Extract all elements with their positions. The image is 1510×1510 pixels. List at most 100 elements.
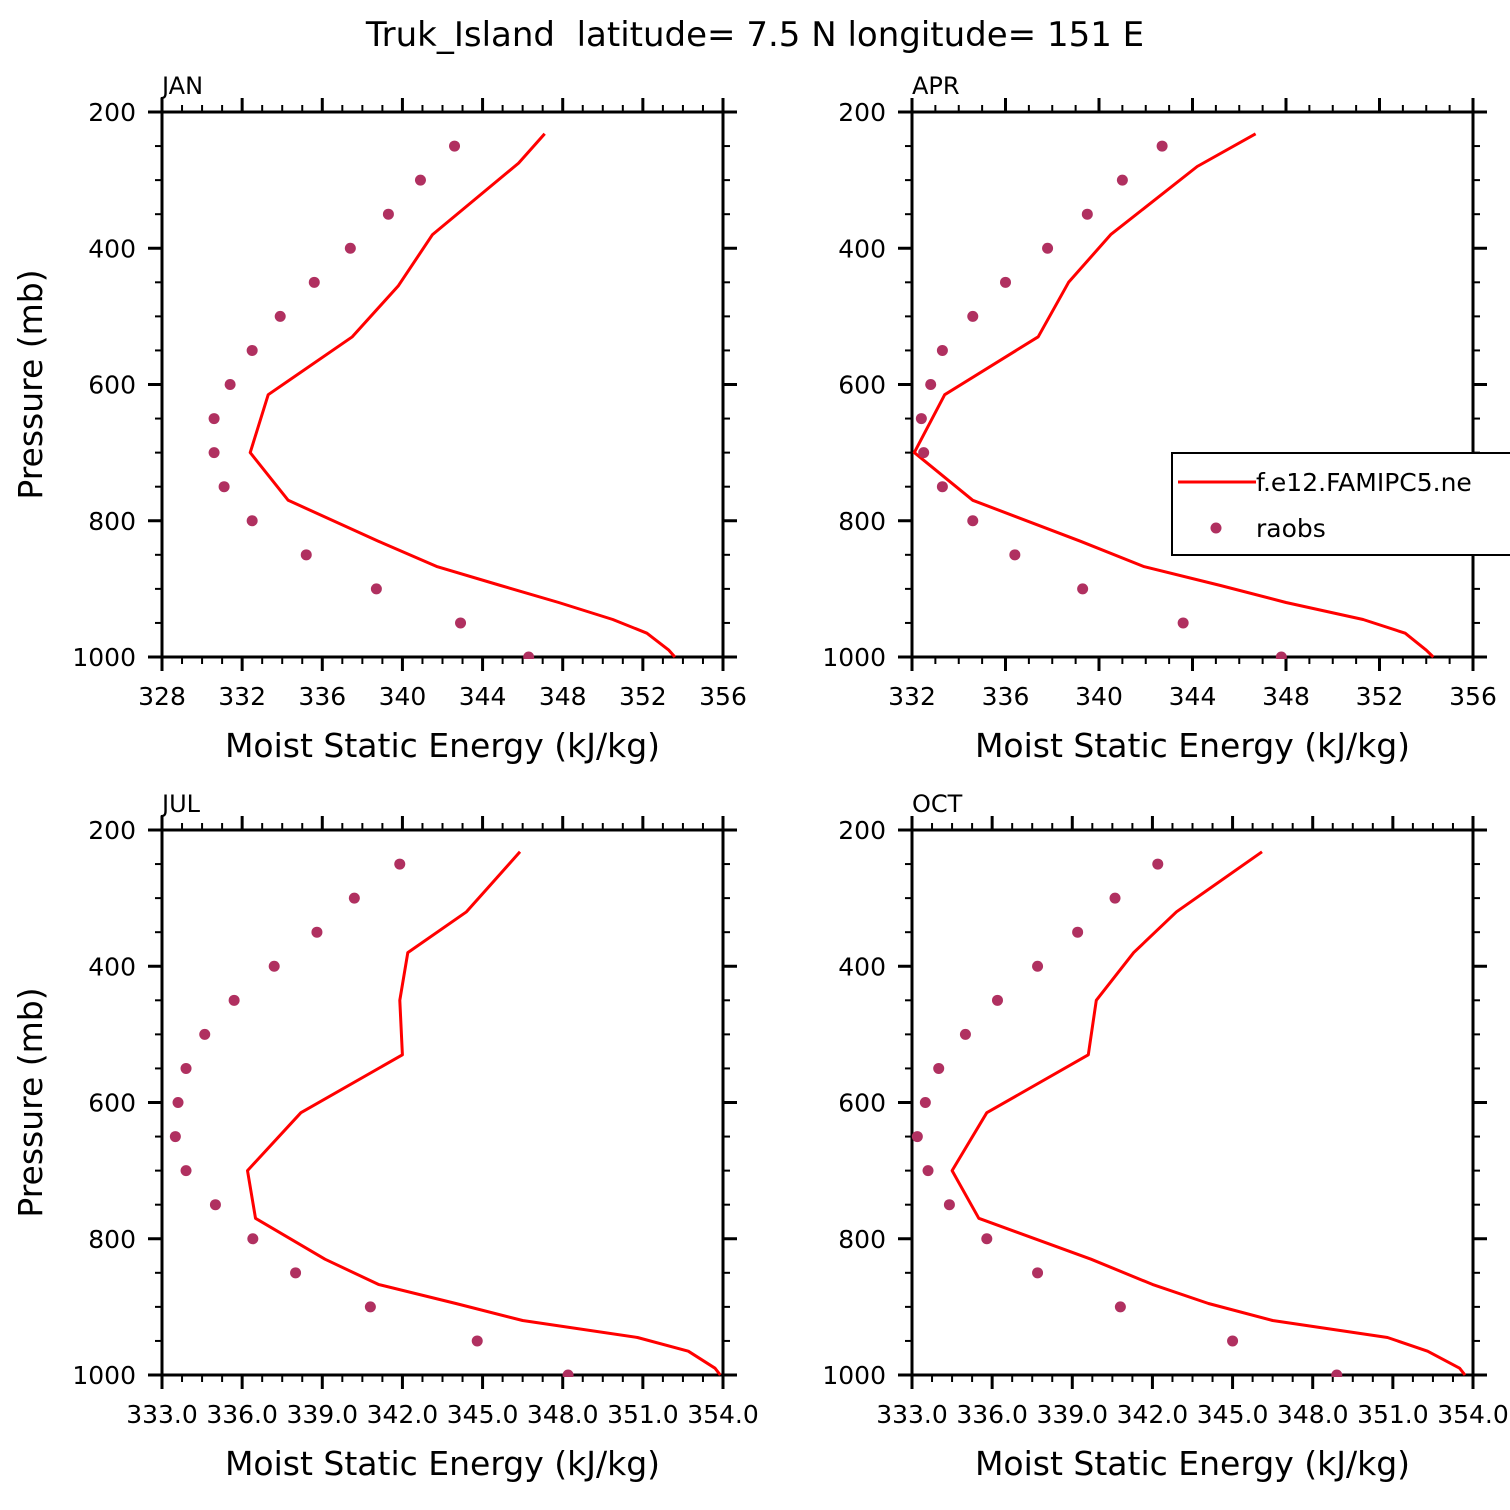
x-tick-label: 332 — [888, 682, 936, 711]
y-tick-label: 800 — [838, 1225, 886, 1254]
obs-point — [1227, 1335, 1239, 1347]
obs-point — [1042, 242, 1054, 254]
obs-point — [308, 276, 320, 288]
obs-point — [1152, 858, 1164, 870]
y-tick-label: 1000 — [822, 1361, 886, 1390]
x-tick-label: 354.0 — [1437, 1400, 1509, 1429]
obs-point — [224, 379, 236, 390]
obs-point — [382, 208, 394, 220]
x-tick-label: 336.0 — [956, 1400, 1028, 1429]
y-tick-label: 600 — [88, 371, 136, 400]
y-tick-label: 200 — [838, 816, 886, 845]
obs-point — [1000, 276, 1011, 288]
legend-box — [1171, 452, 1510, 556]
obs-point — [172, 1097, 184, 1108]
x-tick-label: 339.0 — [286, 1400, 358, 1429]
x-tick-label: 351.0 — [607, 1400, 679, 1429]
plot-frame — [910, 110, 1475, 659]
obs-point — [246, 515, 258, 527]
obs-point — [1077, 583, 1089, 595]
obs-point — [523, 651, 535, 659]
obs-point — [1331, 1369, 1343, 1377]
obs-point — [208, 413, 220, 425]
plot-area — [208, 132, 677, 659]
x-tick-label: 348 — [539, 682, 587, 711]
obs-point — [300, 549, 312, 561]
model-series-line — [248, 132, 677, 658]
obs-point — [1109, 892, 1121, 904]
obs-point — [370, 583, 382, 595]
x-tick-label: 336 — [298, 682, 346, 711]
obs-point — [364, 1301, 376, 1313]
panel-title: OCT — [912, 790, 963, 818]
obs-point — [1114, 1301, 1126, 1313]
legend-model-label: f.e12.FAMIPC5.ne — [1256, 468, 1472, 497]
y-tick-label: 400 — [838, 952, 886, 981]
x-tick-label: 348 — [1262, 682, 1310, 711]
panel-title: APR — [912, 72, 960, 100]
obs-point — [911, 1131, 923, 1143]
x-tick-label: 339.0 — [1036, 1400, 1108, 1429]
plot-frame — [160, 828, 725, 1377]
y-tick-label: 1000 — [72, 643, 136, 672]
x-tick-label: 354.0 — [687, 1400, 759, 1429]
obs-point — [1072, 926, 1084, 938]
obs-point — [209, 1199, 221, 1211]
obs-point — [348, 892, 360, 904]
x-tick-label: 348.0 — [527, 1400, 599, 1429]
x-axis-label: Moist Static Energy (kJ/kg) — [225, 1444, 660, 1483]
y-tick-label: 400 — [88, 952, 136, 981]
obs-point — [311, 926, 323, 938]
obs-point — [1081, 208, 1093, 220]
x-tick-label: 344 — [1169, 682, 1217, 711]
legend: f.e12.FAMIPC5.ne raobs — [1171, 452, 1510, 556]
x-axis-label: Moist Static Energy (kJ/kg) — [225, 726, 660, 765]
obs-point — [1177, 617, 1189, 629]
obs-point — [394, 858, 406, 870]
obs-point — [471, 1335, 483, 1347]
y-axis-label: Pressure (mb) — [11, 269, 50, 499]
obs-point — [274, 310, 286, 322]
x-axis-label: Moist Static Energy (kJ/kg) — [975, 1444, 1410, 1483]
model-series-line — [950, 850, 1467, 1376]
model-series-line — [246, 850, 722, 1376]
x-tick-label: 336.0 — [206, 1400, 278, 1429]
y-tick-label: 1000 — [822, 643, 886, 672]
obs-point — [943, 1199, 955, 1211]
obs-point — [918, 447, 930, 459]
obs-point — [1156, 140, 1168, 152]
obs-point — [936, 481, 948, 493]
y-tick-label: 200 — [88, 816, 136, 845]
obs-point — [991, 994, 1003, 1006]
obs-point — [199, 1028, 211, 1040]
obs-point — [169, 1131, 181, 1143]
x-tick-label: 356 — [1449, 682, 1497, 711]
plot-area — [912, 132, 1435, 659]
x-tick-label: 340 — [379, 682, 427, 711]
obs-point — [981, 1233, 993, 1245]
y-tick-label: 1000 — [72, 1361, 136, 1390]
x-tick-label: 351.0 — [1357, 1400, 1429, 1429]
legend-marker-swatch — [1210, 522, 1222, 534]
x-tick-label: 356 — [699, 682, 747, 711]
panel-jul: JUL 200 400 600 800 1000 333.0 336.0 339.0 342.0 3… — [11, 790, 759, 1483]
x-tick-label: 340 — [1075, 682, 1123, 711]
obs-point — [228, 994, 240, 1006]
obs-point — [449, 140, 461, 152]
obs-point — [933, 1062, 945, 1074]
x-tick-label: 352 — [619, 682, 667, 711]
x-tick-label: 332 — [218, 682, 266, 711]
obs-point — [922, 1165, 934, 1177]
x-tick-label: 333.0 — [876, 1400, 948, 1429]
obs-point — [1009, 549, 1021, 561]
obs-point — [247, 1233, 259, 1245]
obs-point — [562, 1369, 574, 1377]
obs-point — [967, 515, 979, 527]
obs-point — [414, 174, 426, 186]
obs-point — [1275, 651, 1287, 659]
x-axis-label: Moist Static Energy (kJ/kg) — [975, 726, 1410, 765]
x-tick-label: 342.0 — [1117, 1400, 1189, 1429]
y-tick-label: 400 — [88, 234, 136, 263]
plot-frame — [160, 110, 725, 659]
